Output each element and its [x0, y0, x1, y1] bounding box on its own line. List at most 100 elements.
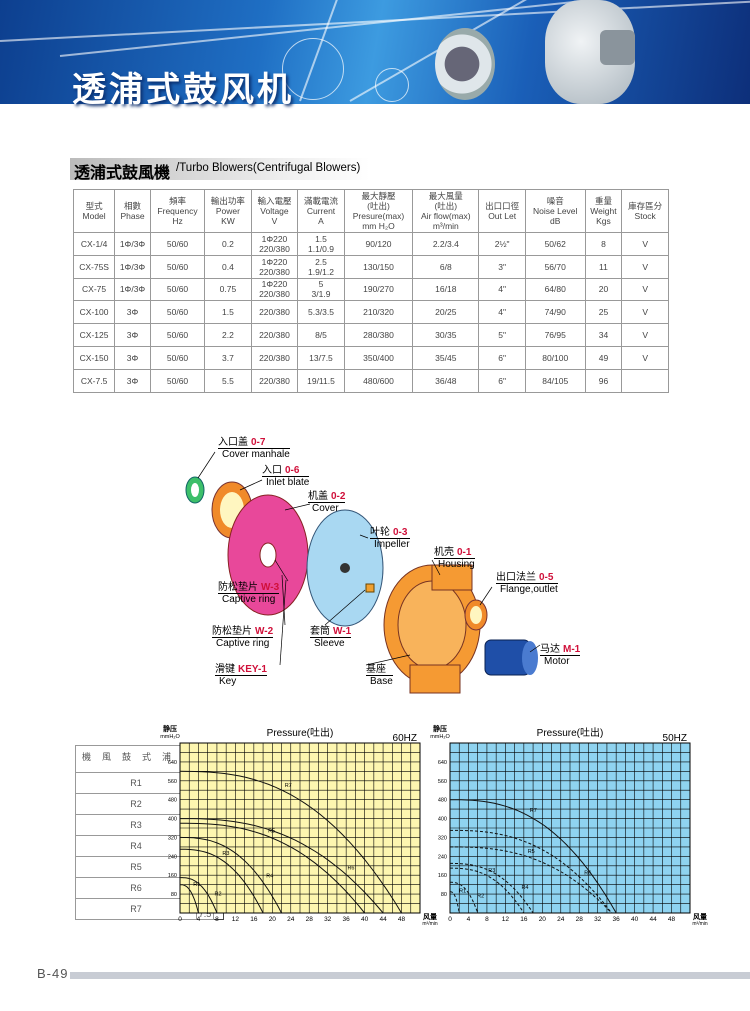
y-tick-label: 80	[171, 892, 177, 898]
table-cell: CX-100	[72, 300, 116, 325]
leader-lines	[197, 451, 541, 666]
series-label: R3	[222, 851, 229, 857]
series-label: R7	[530, 808, 537, 814]
y-tick-label: 240	[168, 854, 177, 860]
section-title-cn: 透浦式鼓風機	[74, 165, 171, 182]
table-cell: 3Φ	[114, 323, 151, 347]
part-name-cn: 入口盖	[218, 437, 248, 448]
pressure-chart-50hz: 0 4 8 12 16 20 24 28 32 36 40 44 4880160240320400480…	[430, 724, 708, 927]
series-line-R7	[179, 770, 402, 914]
table-cell: 34	[584, 323, 623, 347]
table-cell: 0.4	[204, 254, 252, 279]
y-tick-label: 320	[168, 835, 177, 841]
table-cell: 50/60	[149, 300, 206, 325]
table-cell: 64/80	[524, 277, 586, 302]
table-cell: 3Φ	[114, 345, 151, 370]
chart-title: Pressure(吐出)	[537, 726, 604, 739]
part-name-cn: 出口法兰	[496, 572, 536, 583]
header-line: 頻率	[169, 196, 187, 206]
column-header: 相數 Phase	[114, 189, 151, 233]
part-label: 入口盖 0-7 Cover manhale	[218, 433, 290, 460]
table-cell: 1Φ/3Φ	[114, 254, 151, 279]
x-tick-label: 4	[467, 916, 471, 923]
header-line: 噪音	[546, 196, 564, 206]
header-line: 出口口徑	[485, 201, 520, 211]
column-header: 輸入電壓 Voltage V	[250, 189, 299, 233]
series-label: R6	[584, 871, 591, 877]
footer-bar	[70, 972, 750, 979]
part-label-cn: 防松垫片 W-2	[212, 622, 274, 638]
table-cell: 50/60	[149, 323, 206, 347]
table-cell: 3Φ	[114, 368, 151, 393]
table-row: CX-7.5 3Φ 50/60 5.5 220/380 19/11.5 480/600 36/…	[72, 368, 669, 393]
x-tick-label: 8	[215, 916, 219, 923]
part-name-cn: 机壳	[434, 547, 454, 558]
part-label-cn: 套筒 W-1	[310, 622, 352, 638]
header-line: KW	[221, 216, 235, 226]
x-tick-label: 36	[343, 916, 351, 923]
series-label: R2	[477, 893, 484, 899]
table-row: CX-100 3Φ 50/60 1.5 220/380 5.3/3.5 210/320 20/…	[72, 300, 669, 325]
series-label: R5	[528, 849, 535, 855]
table-cell: 50/60	[149, 232, 206, 256]
x-tick-label: 48	[398, 916, 406, 923]
y-axis-label: 静压	[163, 724, 177, 733]
table-cell: 1Φ220 220/380	[250, 232, 299, 256]
series-label: R1	[193, 882, 200, 888]
table-cell: 280/380	[343, 323, 414, 347]
part-label: 机壳 0-1 Housing	[434, 543, 475, 570]
y-tick-label: 320	[438, 835, 447, 841]
table-cell: 350/400	[343, 345, 414, 370]
table-cell: 50/60	[149, 345, 206, 370]
header-line: (吐出)	[434, 201, 458, 211]
y-tick-label: 400	[168, 817, 177, 823]
series-label: R1	[459, 888, 466, 894]
x-tick-label: 12	[232, 916, 240, 923]
part-label: 防松垫片 W-3 Captive ring	[218, 578, 280, 605]
series-line-R6	[180, 818, 384, 914]
table-cell: 0.2	[204, 232, 252, 256]
header-line: Power	[215, 206, 240, 216]
part-code: KEY-1	[238, 664, 267, 675]
table-cell: 8	[584, 232, 623, 256]
series-line-R2	[450, 881, 479, 914]
part-label: 马达 M-1 Motor	[540, 640, 581, 667]
header-line: 重量	[594, 196, 612, 206]
part-label: 入口 0-6 Inlet blate	[262, 461, 310, 488]
table-cell: V	[621, 323, 669, 347]
part-name-en: Key	[219, 676, 237, 687]
header-line: 輸入電壓	[257, 196, 292, 206]
table-cell: 0.75	[204, 277, 252, 302]
page-number: B-49	[37, 966, 69, 981]
part-name-cn: 防松垫片	[212, 626, 252, 637]
part-code: M-1	[563, 644, 581, 655]
x-axis-label: 风量	[693, 912, 707, 921]
part-code: W-3	[261, 582, 280, 593]
banner-title: 透浦式鼓风机	[72, 70, 294, 110]
header-line: 滿載電流	[303, 196, 338, 206]
table-row: CX-125 3Φ 50/60 2.2 220/380 8/5 280/380 30/35 5"…	[72, 323, 669, 347]
part-name-en: Sleeve	[314, 638, 345, 649]
part-name-en: Motor	[544, 656, 570, 667]
x-tick-label: 36	[613, 916, 621, 923]
x-tick-label: 48	[668, 916, 676, 923]
series-line-R1	[450, 891, 460, 914]
x-tick-label: 28	[306, 916, 314, 923]
header-line: Noise Level	[533, 206, 578, 216]
header-line: Air flow(max)	[421, 211, 471, 221]
table-cell: V	[621, 232, 669, 256]
part-code: W-2	[255, 626, 274, 637]
x-tick-label: 28	[576, 916, 584, 923]
table-cell: 25	[584, 300, 623, 325]
table-cell: 6"	[478, 345, 526, 370]
header-line: Voltage	[260, 206, 289, 216]
series-line-R5	[180, 822, 365, 914]
y-tick-label: 640	[168, 760, 177, 766]
table-cell: 80/100	[524, 345, 586, 370]
table-cell: 480/600	[343, 368, 414, 393]
frequency-label: 50HZ	[663, 733, 687, 744]
section-title-en: /Turbo Blowers(Centrifugal Blowers)	[176, 162, 361, 174]
table-cell: 30/35	[412, 323, 480, 347]
x-tick-label: 32	[594, 916, 602, 923]
table-cell: V	[621, 345, 669, 370]
